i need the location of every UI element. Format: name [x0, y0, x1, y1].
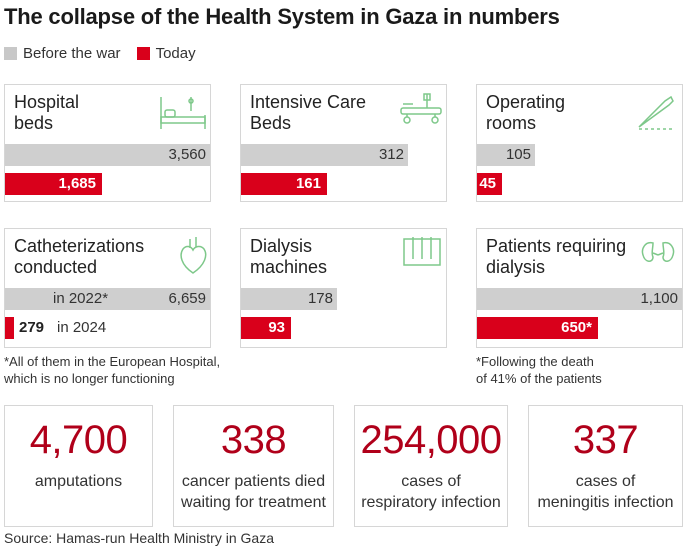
bar-today-value: 161: [295, 175, 321, 192]
test-tubes-icon: [403, 237, 441, 266]
panel-dialysis-patients: Patients requiring dialysis 1,100 650*: [476, 228, 683, 348]
panel-dialysis-machines: Dialysis machines 178 93: [240, 228, 447, 348]
bar-today: 93: [241, 317, 291, 339]
bar-before: in 2022* 6,659: [5, 288, 210, 310]
bar-today: 1,685: [5, 173, 102, 195]
note-line: which is no longer functioning: [4, 371, 175, 386]
legend-before: Before the war: [4, 45, 121, 62]
panel-label-line2: beds: [14, 113, 54, 133]
legend-before-label: Before the war: [23, 45, 121, 62]
panel-icu-beds: Intensive Care Beds 312 161: [240, 84, 447, 202]
bar-today-value: 1,685: [58, 175, 96, 192]
stat-number: 337: [572, 418, 639, 462]
legend-today-label: Today: [155, 45, 196, 62]
bar-before: 178: [241, 288, 337, 310]
panel-operating-rooms: Operating rooms 105 45: [476, 84, 683, 202]
stat-amputations: 4,700 amputations: [4, 405, 153, 527]
panel-label-line1: Operating: [486, 92, 566, 112]
legend-swatch-before: [4, 47, 17, 60]
stat-description: cancer patients died waiting for treatme…: [174, 471, 333, 513]
panel-label: Catheterizations conducted: [14, 236, 144, 278]
panel-label-line1: Hospital: [14, 92, 80, 112]
panel-label: Patients requiring dialysis: [486, 236, 626, 278]
panel-label-line2: rooms: [486, 113, 537, 133]
panel-label: Intensive Care Beds: [250, 92, 366, 134]
panel-label-line2: dialysis: [486, 257, 546, 277]
panel-label: Hospital beds: [14, 92, 79, 134]
bar-today-value: 650*: [561, 319, 592, 336]
stat-description: amputations: [5, 471, 152, 492]
kidneys-icon: [641, 241, 675, 262]
stat-description: cases of meningitis infection: [529, 471, 682, 513]
heart-icon: [180, 237, 207, 274]
stat-description-line: meningitis infection: [537, 494, 674, 511]
stat-description-line: amputations: [34, 473, 123, 490]
bar-before: 105: [477, 144, 535, 166]
bar-before-note: in 2022*: [53, 290, 109, 307]
bar-today-note: in 2024: [57, 319, 107, 336]
note-catheterizations: *All of them in the European Hospital, w…: [4, 353, 220, 387]
panel-hospital-beds: Hospital beds 3,560 1,685: [4, 84, 211, 202]
panel-label: Dialysis machines: [250, 236, 327, 278]
stat-respiratory-infection: 254,000 cases of respiratory infection: [354, 405, 508, 527]
scalpel-icon: [638, 95, 675, 130]
stat-cancer-patients: 338 cancer patients died waiting for tre…: [173, 405, 334, 527]
page-title: The collapse of the Health System in Gaz…: [4, 4, 560, 29]
stat-number: 338: [220, 418, 287, 462]
legend: Before the war Today: [4, 45, 212, 62]
bar-before-value: 105: [505, 146, 531, 163]
stat-description-line: respiratory infection: [361, 494, 501, 511]
panel-label-line1: Dialysis: [250, 236, 313, 256]
bar-before-value: 6,659: [168, 290, 206, 307]
bar-today: 45: [477, 173, 502, 195]
legend-today: Today: [136, 45, 196, 62]
legend-swatch-today: [136, 47, 150, 60]
stat-description-line: cases of: [401, 473, 461, 490]
bar-before: 312: [241, 144, 408, 166]
panel-label-line2: conducted: [14, 257, 98, 277]
bar-today: [5, 317, 14, 339]
stat-description: cases of respiratory infection: [355, 471, 507, 513]
stat-number: 254,000: [360, 418, 502, 462]
bar-before: 3,560: [5, 144, 210, 166]
bar-today: 161: [241, 173, 327, 195]
bar-before-value: 178: [307, 290, 333, 307]
bar-today-value: 93: [268, 319, 285, 336]
note-dialysis: *Following the death of 41% of the patie…: [476, 353, 602, 387]
stat-description-line: cases of: [575, 473, 636, 490]
note-line: *Following the death: [476, 354, 594, 369]
note-line: *All of them in the European Hospital,: [4, 354, 221, 369]
stat-meningitis-infection: 337 cases of meningitis infection: [528, 405, 683, 527]
source-note: Source: Hamas-run Health Ministry in Gaz…: [4, 530, 274, 546]
bar-before-value: 312: [378, 146, 404, 163]
bar-before-value: 1,100: [640, 290, 678, 307]
note-line: of 41% of the patients: [476, 371, 602, 386]
stat-description-line: cancer patients died: [181, 473, 326, 490]
panel-label-line1: Catheterizations: [14, 236, 145, 256]
bar-today-value: 279: [19, 319, 45, 336]
bar-today: 650*: [477, 317, 598, 339]
panel-label-line2: machines: [250, 257, 328, 277]
panel-label: Operating rooms: [486, 92, 565, 134]
bar-before: 1,100: [477, 288, 682, 310]
stat-number: 4,700: [29, 418, 128, 462]
bar-before-value: 3,560: [168, 146, 206, 163]
icu-bed-icon: [400, 93, 442, 124]
bar-today-value: 45: [479, 175, 496, 192]
panel-label-line1: Intensive Care: [250, 92, 367, 112]
panel-label-line2: Beds: [250, 113, 292, 133]
panel-label-line1: Patients requiring: [486, 236, 627, 256]
stat-description-line: waiting for treatment: [181, 494, 326, 511]
hospital-bed-icon: [160, 97, 206, 129]
panel-catheterizations: Catheterizations conducted in 2022* 6,65…: [4, 228, 211, 348]
